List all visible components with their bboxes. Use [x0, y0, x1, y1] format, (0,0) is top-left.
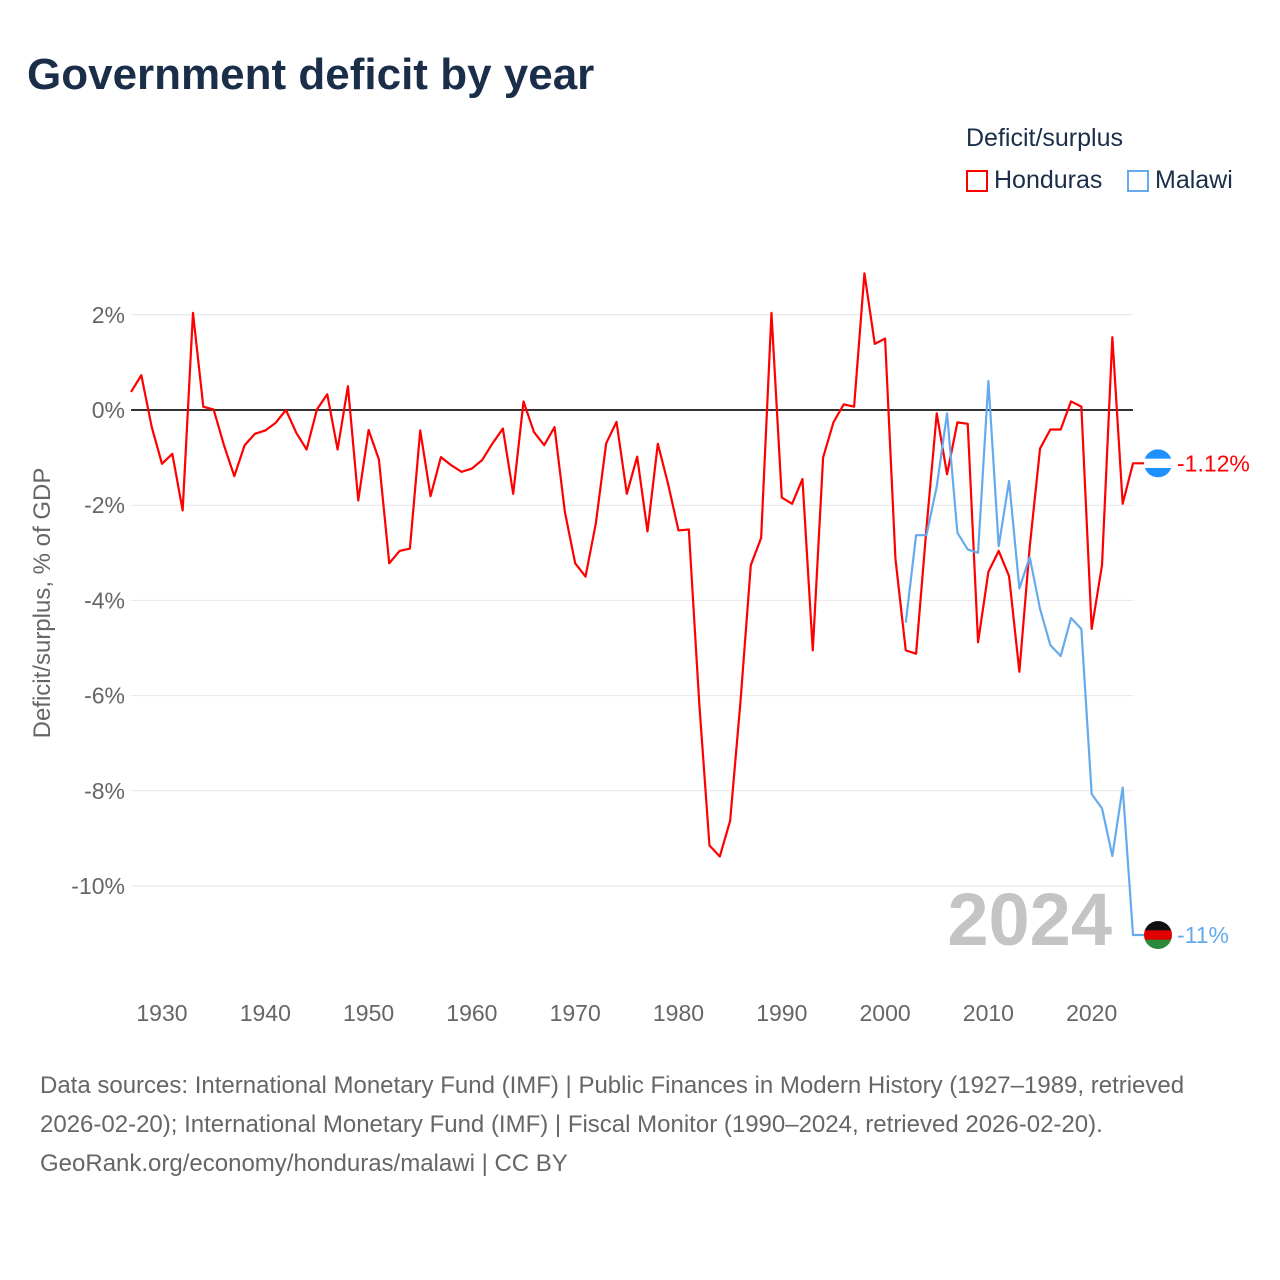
- x-tick-label: 1990: [756, 1000, 807, 1026]
- end-value-label: -11%: [1177, 922, 1229, 948]
- x-tick-label: 1980: [653, 1000, 704, 1026]
- series-line-malawi: [904, 379, 1145, 937]
- y-tick-label: -2%: [84, 492, 125, 518]
- x-tick-label: 1960: [446, 1000, 497, 1026]
- series-line-honduras: [130, 272, 1145, 858]
- flag-stripe: [1144, 939, 1172, 950]
- legend-label: Malawi: [1155, 166, 1233, 194]
- flag-stripe: [1144, 449, 1172, 460]
- end-value-label: -1.12%: [1177, 450, 1250, 476]
- legend-title: Deficit/surplus: [966, 124, 1123, 152]
- x-tick-label: 2000: [860, 1000, 911, 1026]
- x-tick-label: 1940: [240, 1000, 291, 1026]
- x-tick-label: 2010: [963, 1000, 1014, 1026]
- y-tick-label: 0%: [92, 397, 125, 423]
- y-tick-label: -4%: [84, 587, 125, 613]
- flag-honduras-icon: [1144, 449, 1172, 478]
- y-tick-label: -10%: [71, 873, 125, 899]
- line-chart: 2% 0% -2% -4% -6% -8% -10% 1930 1940 1950 1960 1970…: [29, 272, 1250, 1026]
- data-sources: Data sources: International Monetary Fun…: [40, 1072, 1185, 1138]
- x-tick-label: 1950: [343, 1000, 394, 1026]
- flag-stripe: [1144, 921, 1172, 931]
- x-tick-label: 2020: [1066, 1000, 1117, 1026]
- legend-swatch-honduras: [966, 169, 988, 192]
- legend-item-honduras[interactable]: Honduras: [966, 166, 1102, 195]
- legend-item-malawi[interactable]: Malawi: [1127, 166, 1233, 195]
- flag-stripe: [1144, 458, 1172, 469]
- year-watermark: 2024: [947, 878, 1112, 961]
- flag-stripe: [1144, 467, 1172, 478]
- y-tick-label: 2%: [92, 302, 125, 328]
- y-tick-label: -6%: [84, 683, 125, 709]
- x-tick-label: 1930: [136, 1000, 187, 1026]
- y-tick-label: -8%: [84, 778, 125, 804]
- credit-link[interactable]: GeoRank.org/economy/honduras/malawi | CC…: [40, 1150, 568, 1177]
- flag-malawi-icon: [1144, 921, 1172, 950]
- legend-swatch-malawi: [1127, 169, 1149, 192]
- y-axis-label: Deficit/surplus, % of GDP: [29, 468, 56, 739]
- chart-title: Government deficit by year: [27, 50, 595, 99]
- flag-stripe: [1144, 930, 1172, 941]
- x-tick-label: 1970: [550, 1000, 601, 1026]
- sources-text: Data sources: International Monetary Fun…: [40, 1066, 1240, 1183]
- legend-label: Honduras: [994, 166, 1103, 194]
